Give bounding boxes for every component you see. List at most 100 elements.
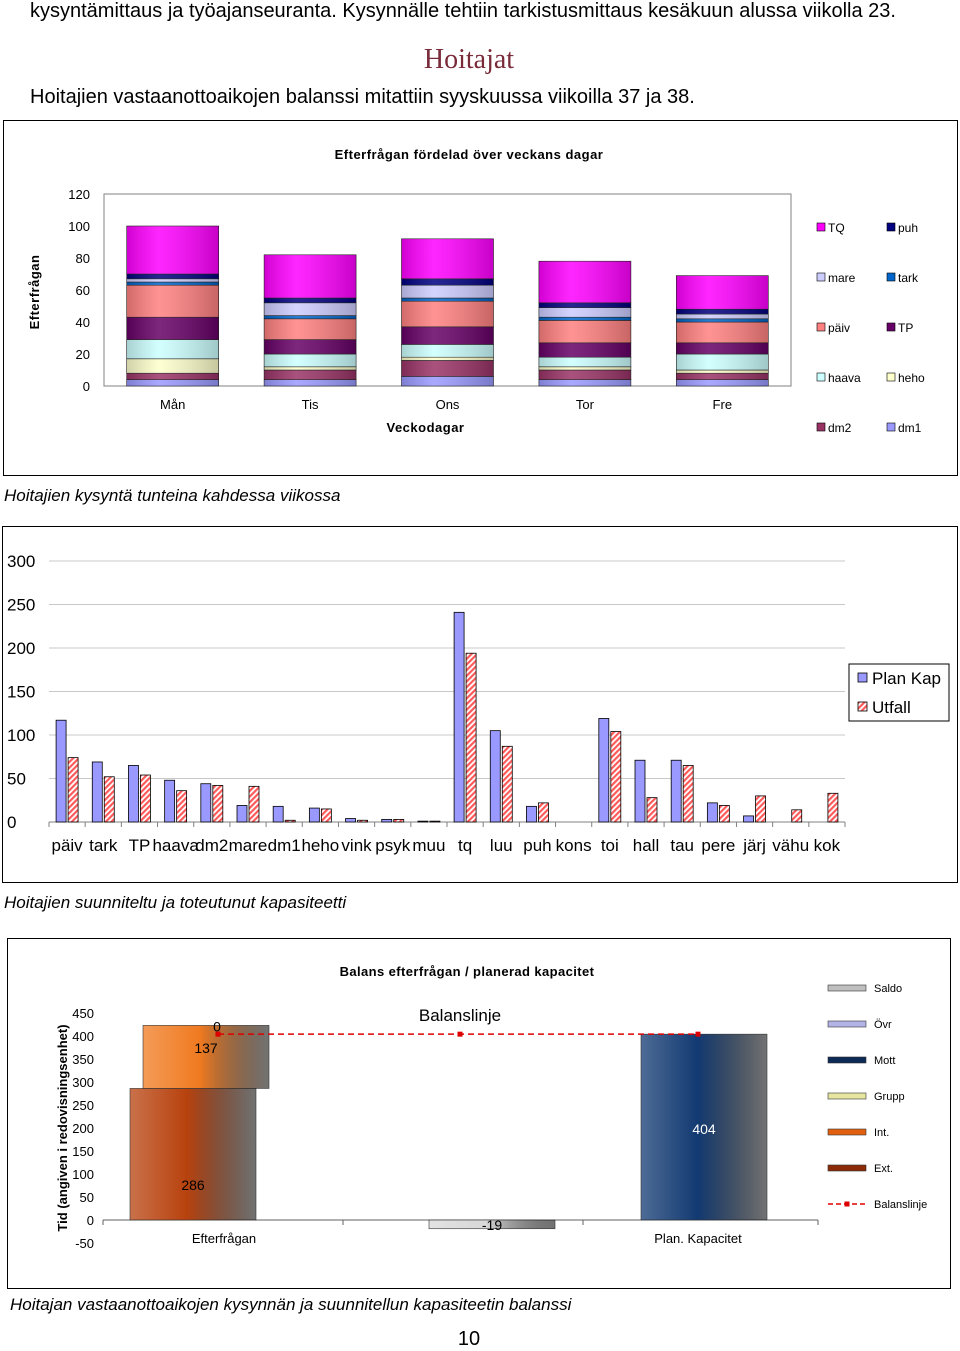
chart1-bar-shade bbox=[676, 373, 769, 380]
chart2-bar-plan bbox=[489, 730, 501, 823]
chart2-bar-plan bbox=[308, 807, 320, 823]
chart1-bar-shade bbox=[264, 254, 357, 298]
chart3-balance-marker bbox=[695, 1031, 701, 1037]
chart1-ytick-label: 100 bbox=[68, 219, 90, 234]
chart2-legend-label: Utfall bbox=[872, 698, 911, 717]
chart1-ytick-label: 0 bbox=[83, 379, 90, 394]
chart2-bar-plan bbox=[598, 718, 610, 823]
chart3-ylabel: Tid (angiven i redovisningsenhet) bbox=[55, 1024, 70, 1231]
chart1-bar-shade bbox=[538, 366, 631, 370]
chart1-bar-shade bbox=[401, 376, 494, 386]
chart2-bar-utfall bbox=[755, 795, 766, 823]
chart2-legend-swatch bbox=[857, 701, 868, 712]
chart3-ytick-label: 250 bbox=[72, 1098, 94, 1113]
chart1-bar-shade bbox=[126, 278, 219, 282]
chart2-category-label: mare bbox=[229, 836, 268, 855]
chart2-bar-utfall bbox=[320, 808, 332, 823]
chart2-bar-utfall bbox=[538, 802, 549, 823]
chart3-ytick-label: 100 bbox=[72, 1167, 94, 1182]
chart1-title: Efterfrågan fördelad över veckans dagar bbox=[335, 147, 604, 162]
chart2-bar-utfall bbox=[610, 731, 622, 823]
chart1-bar-shade bbox=[401, 360, 494, 377]
chart2-category-label: psyk bbox=[375, 836, 410, 855]
chart1-category-label: Mån bbox=[160, 397, 185, 412]
chart1-category-label: Ons bbox=[436, 397, 460, 412]
chart1-bar-shade bbox=[264, 354, 357, 367]
chart1-legend-swatch bbox=[816, 222, 826, 232]
chart2-category-label: puh bbox=[523, 836, 551, 855]
chart3-ytick-label: -50 bbox=[75, 1236, 94, 1251]
chart2-bar-plan bbox=[670, 759, 682, 823]
chart1-legend-label: TP bbox=[898, 321, 913, 335]
chart2-category-label: toi bbox=[601, 836, 619, 855]
chart1-legend-swatch bbox=[886, 322, 896, 332]
chart1-bar-shade bbox=[538, 320, 631, 343]
chart3-legend-marker bbox=[844, 1201, 850, 1207]
chart1-ytick-label: 120 bbox=[68, 187, 90, 202]
chart2-frame: 0 50 100 150 200 250 300 päiv tark TP haava dm2 mare… bbox=[2, 526, 958, 883]
chart2-bar-plan bbox=[345, 818, 356, 823]
chart1-bar-shade bbox=[264, 379, 357, 386]
chart2-category-label: järj bbox=[742, 836, 766, 855]
chart1-bar-shade bbox=[264, 339, 357, 354]
chart2-ytick-label: 150 bbox=[7, 683, 35, 702]
chart1-legend-label: TQ bbox=[828, 221, 845, 235]
chart3-legend-swatch bbox=[827, 984, 867, 992]
chart1-category-label: Fre bbox=[713, 397, 733, 412]
chart3-category-label: Plan. Kapacitet bbox=[654, 1231, 742, 1246]
chart3-frame: Balans efterfrågan / planerad kapacitet -… bbox=[7, 938, 951, 1289]
chart3-legend-label: Övr bbox=[874, 1019, 892, 1031]
chart1-bar-shade bbox=[676, 275, 769, 310]
chart2-ytick-label: 50 bbox=[7, 770, 26, 789]
chart1-bar-shade bbox=[264, 302, 357, 316]
chart2-bar-utfall bbox=[248, 785, 260, 823]
chart2-bar-utfall bbox=[791, 809, 803, 823]
chart1-bar-shade bbox=[126, 226, 219, 274]
chart3-legend-label: Balanslinje bbox=[874, 1199, 927, 1211]
chart1-bar-shade bbox=[538, 302, 631, 308]
chart1-legend-swatch bbox=[886, 222, 896, 232]
caption-chart2: Hoitajien suunniteltu ja toteutunut kapa… bbox=[4, 893, 347, 912]
chart3-ytick-label: 0 bbox=[87, 1213, 94, 1228]
chart1-bar-shade bbox=[401, 344, 494, 358]
chart3-category-label: Efterfrågan bbox=[192, 1231, 256, 1246]
chart2-category-label: muu bbox=[412, 836, 445, 855]
chart2-bar-plan bbox=[706, 802, 718, 823]
chart1-bar-shade bbox=[401, 301, 494, 327]
chart2-category-label: pere bbox=[701, 836, 735, 855]
chart1-legend-swatch bbox=[816, 372, 826, 382]
chart2-category-label: vähu bbox=[772, 836, 809, 855]
chart3-label-ovr: 0 bbox=[213, 1018, 221, 1034]
chart1-bar-shade bbox=[538, 370, 631, 380]
chart2-bar-plan bbox=[381, 818, 393, 823]
chart2-category-label: hall bbox=[633, 836, 659, 855]
chart2-category-label: päiv bbox=[51, 836, 83, 855]
chart1-xlabel: Veckodagar bbox=[387, 420, 465, 435]
chart2-category-label: TP bbox=[129, 836, 151, 855]
chart2-category-label: vink bbox=[341, 836, 372, 855]
chart2-bar-utfall bbox=[284, 819, 296, 823]
chart2-bar-plan bbox=[236, 805, 248, 823]
chart2-bar-plan bbox=[55, 719, 67, 823]
chart1-bar-shade bbox=[126, 373, 219, 380]
chart2-bar-plan bbox=[272, 805, 284, 823]
chart1-bar-shade bbox=[401, 285, 494, 298]
chart3-label-int: 137 bbox=[194, 1040, 218, 1056]
chart1-bar-shade bbox=[676, 322, 769, 343]
chart3-label-mott: 404 bbox=[692, 1121, 716, 1137]
chart1-bar-shade bbox=[538, 261, 631, 303]
chart3-legend-label: Grupp bbox=[874, 1091, 905, 1103]
chart3-bar-saldo bbox=[428, 1219, 556, 1230]
chart3-bar-int bbox=[142, 1025, 270, 1089]
chart2-category-label: luu bbox=[490, 836, 513, 855]
section-paragraph: Hoitajien vastaanottoaikojen balanssi mi… bbox=[30, 86, 695, 108]
chart2-category-label: heho bbox=[301, 836, 339, 855]
chart2-bar-plan bbox=[128, 765, 139, 823]
chart1-bar-shade bbox=[264, 298, 357, 303]
chart2-bar-plan bbox=[417, 820, 429, 823]
chart3-legend-label: Ext. bbox=[874, 1163, 893, 1175]
chart1-bar-shade bbox=[401, 238, 494, 279]
chart1-frame: Efterfrågan fördelad över veckans dagar 0… bbox=[3, 120, 958, 476]
chart2-category-label: kok bbox=[814, 836, 841, 855]
